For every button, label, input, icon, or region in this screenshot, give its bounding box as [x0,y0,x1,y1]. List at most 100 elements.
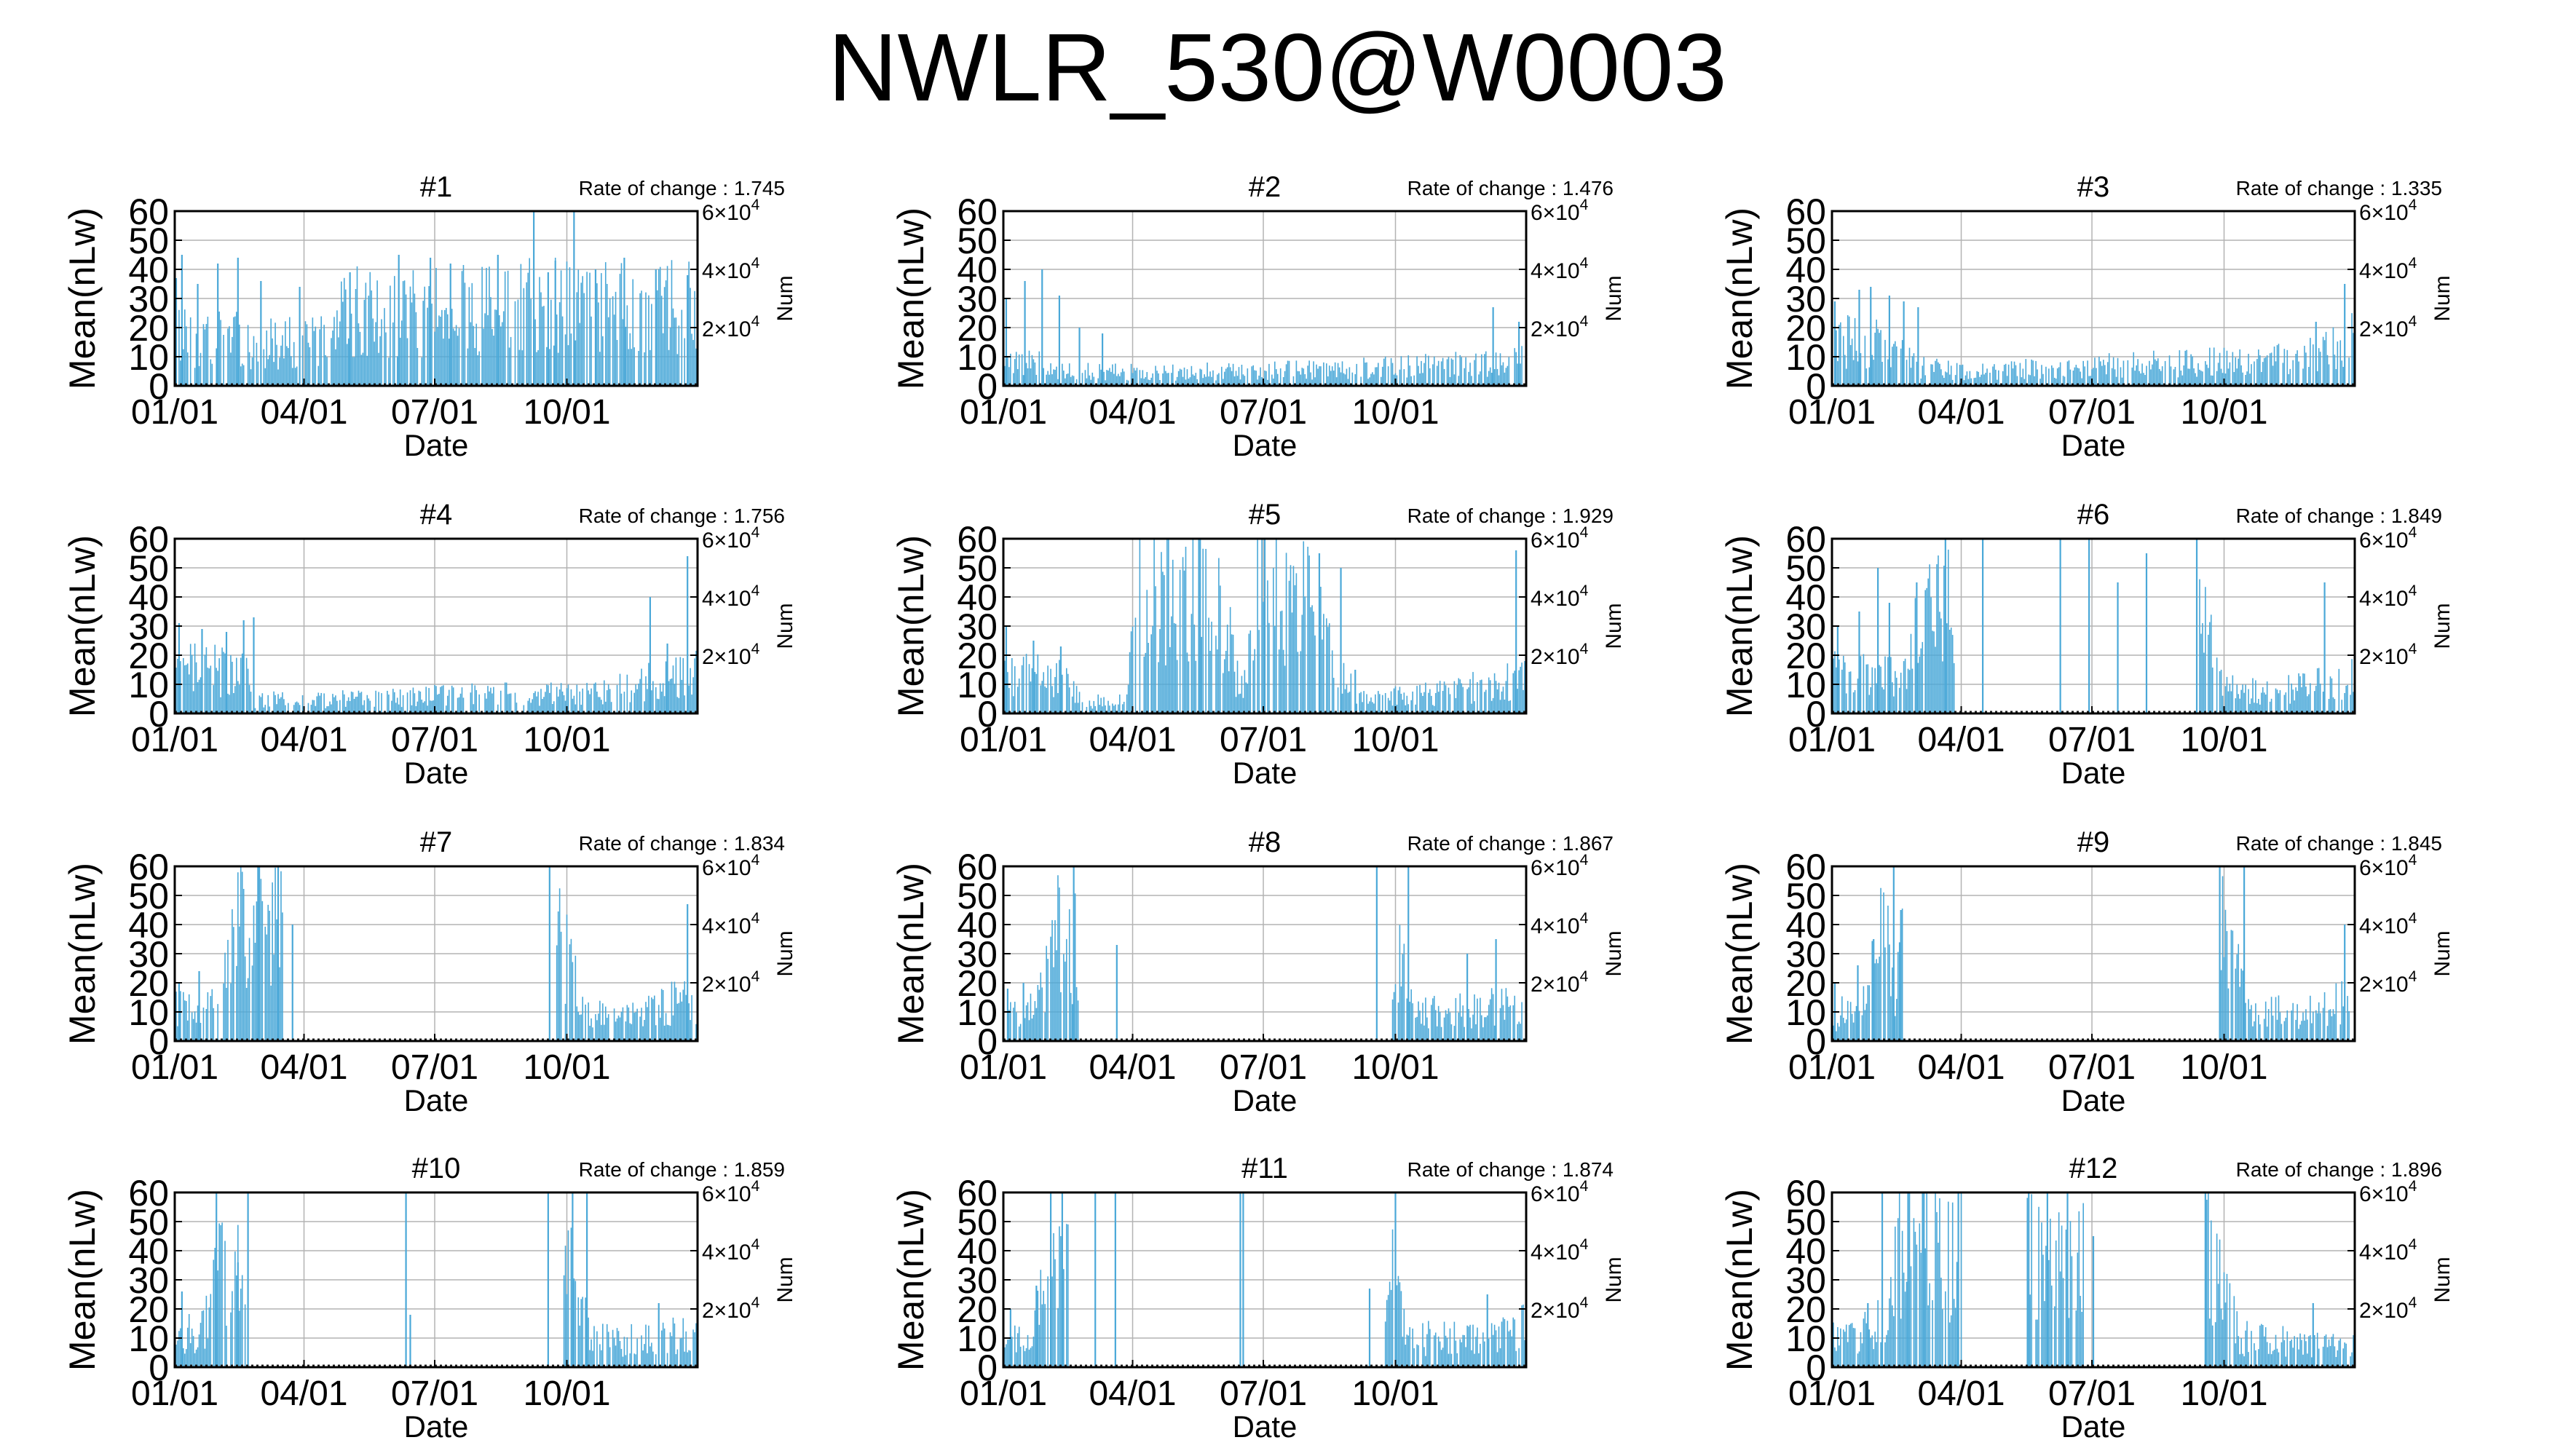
y-axis-label: Mean(nLw) [891,863,931,1045]
y-tick-label: 0 [149,694,169,735]
y-tick-label: 50 [128,876,169,917]
y-tick-label: 50 [957,876,998,917]
x-tick-label: 07/01 [1220,1374,1307,1413]
y-axis-label: Mean(nLw) [891,535,931,717]
y2-tick-label: 2×104 [702,641,760,669]
rate-of-change: Rate of change : 1.896 [2236,1158,2442,1181]
x-tick-label: 10/01 [523,1374,610,1413]
y2-axis-label: Num [1602,1257,1626,1302]
y-tick-label: 40 [1785,250,1826,290]
y2-tick-label: 4×104 [1531,910,1589,938]
y-tick-label: 40 [957,577,998,618]
rate-of-change: Rate of change : 1.867 [1407,832,1614,855]
rate-of-change: Rate of change : 1.335 [2236,177,2442,199]
x-axis-label: Date [2061,1083,2126,1117]
y-axis-label: Mean(nLw) [62,207,103,389]
x-tick-label: 10/01 [2180,1374,2267,1413]
y-tick-label: 10 [1785,1318,1826,1359]
x-axis-label: Date [1233,756,1298,790]
y-tick-label: 20 [957,636,998,676]
x-tick-label: 04/01 [260,1374,347,1413]
y2-axis-label: Num [773,275,797,321]
y-tick-label: 30 [1785,1260,1826,1301]
y-tick-label: 30 [1785,606,1826,647]
x-axis-label: Date [404,1083,469,1117]
y-tick-label: 10 [128,992,169,1033]
y-tick-label: 30 [957,934,998,975]
panel-title: #4 [420,499,453,531]
x-tick-label: 04/01 [260,721,347,759]
y-tick-label: 20 [1785,308,1826,349]
x-tick-label: 07/01 [391,1374,478,1413]
y-tick-label: 20 [128,308,169,349]
x-tick-label: 01/01 [1788,1048,1876,1087]
x-tick-label: 04/01 [260,1048,347,1087]
rate-of-change: Rate of change : 1.859 [579,1158,785,1181]
y2-tick-label: 4×104 [1531,582,1589,611]
y2-tick-label: 6×104 [1531,852,1589,880]
x-tick-label: 10/01 [2180,721,2267,759]
y-axis-label: Mean(nLw) [1719,535,1760,717]
y2-tick-label: 2×104 [2359,313,2417,341]
x-tick-label: 07/01 [2048,721,2136,759]
x-tick-label: 10/01 [1351,1048,1439,1087]
y2-axis-label: Num [1602,603,1626,649]
y-tick-label: 40 [1785,905,1826,946]
y-axis-label: Mean(nLw) [62,863,103,1045]
panel-title: #12 [2069,1152,2118,1184]
x-tick-label: 07/01 [391,393,478,432]
y-tick-label: 50 [1785,876,1826,917]
x-axis-label: Date [2061,1409,2126,1444]
y2-axis-label: Num [773,603,797,649]
y-tick-label: 30 [128,934,169,975]
x-tick-label: 10/01 [1351,721,1439,759]
y2-tick-label: 4×104 [702,910,760,938]
x-tick-label: 04/01 [1089,721,1176,759]
y2-tick-label: 4×104 [1531,1236,1589,1265]
y-tick-label: 20 [957,1289,998,1330]
y-tick-label: 60 [1785,519,1826,560]
y-tick-label: 30 [957,606,998,647]
y2-tick-label: 2×104 [702,968,760,997]
y2-tick-label: 4×104 [2359,910,2417,938]
y-tick-label: 0 [977,694,998,735]
y-tick-label: 50 [957,1202,998,1243]
x-axis-label: Date [404,1409,469,1444]
x-axis-label: Date [1233,428,1298,462]
y-tick-label: 20 [957,308,998,349]
rate-of-change: Rate of change : 1.849 [2236,505,2442,527]
y-tick-label: 30 [128,1260,169,1301]
rate-of-change: Rate of change : 1.929 [1407,505,1614,527]
y-tick-label: 0 [1806,694,1826,735]
x-tick-label: 10/01 [1351,1374,1439,1413]
y-tick-label: 10 [1785,665,1826,705]
y-axis-label: Mean(nLw) [1719,1189,1760,1371]
y2-axis-label: Num [773,1257,797,1302]
y-tick-label: 60 [957,191,998,232]
x-axis-label: Date [1233,1409,1298,1444]
panel-title: #6 [2077,499,2110,531]
y-tick-label: 0 [149,1348,169,1388]
y-tick-label: 0 [1806,366,1826,407]
panel-title: #11 [1241,1152,1288,1184]
y-tick-label: 40 [957,1231,998,1272]
y2-tick-label: 4×104 [702,582,760,611]
y-tick-label: 10 [128,1318,169,1359]
y-tick-label: 0 [977,366,998,407]
x-tick-label: 01/01 [960,393,1047,432]
y-tick-label: 60 [957,847,998,887]
x-tick-label: 10/01 [2180,393,2267,432]
y-tick-label: 60 [957,1173,998,1214]
x-axis-label: Date [404,756,469,790]
x-tick-label: 07/01 [1220,393,1307,432]
rate-of-change: Rate of change : 1.476 [1407,177,1614,199]
y-tick-label: 50 [957,548,998,589]
x-tick-label: 04/01 [1917,393,2005,432]
